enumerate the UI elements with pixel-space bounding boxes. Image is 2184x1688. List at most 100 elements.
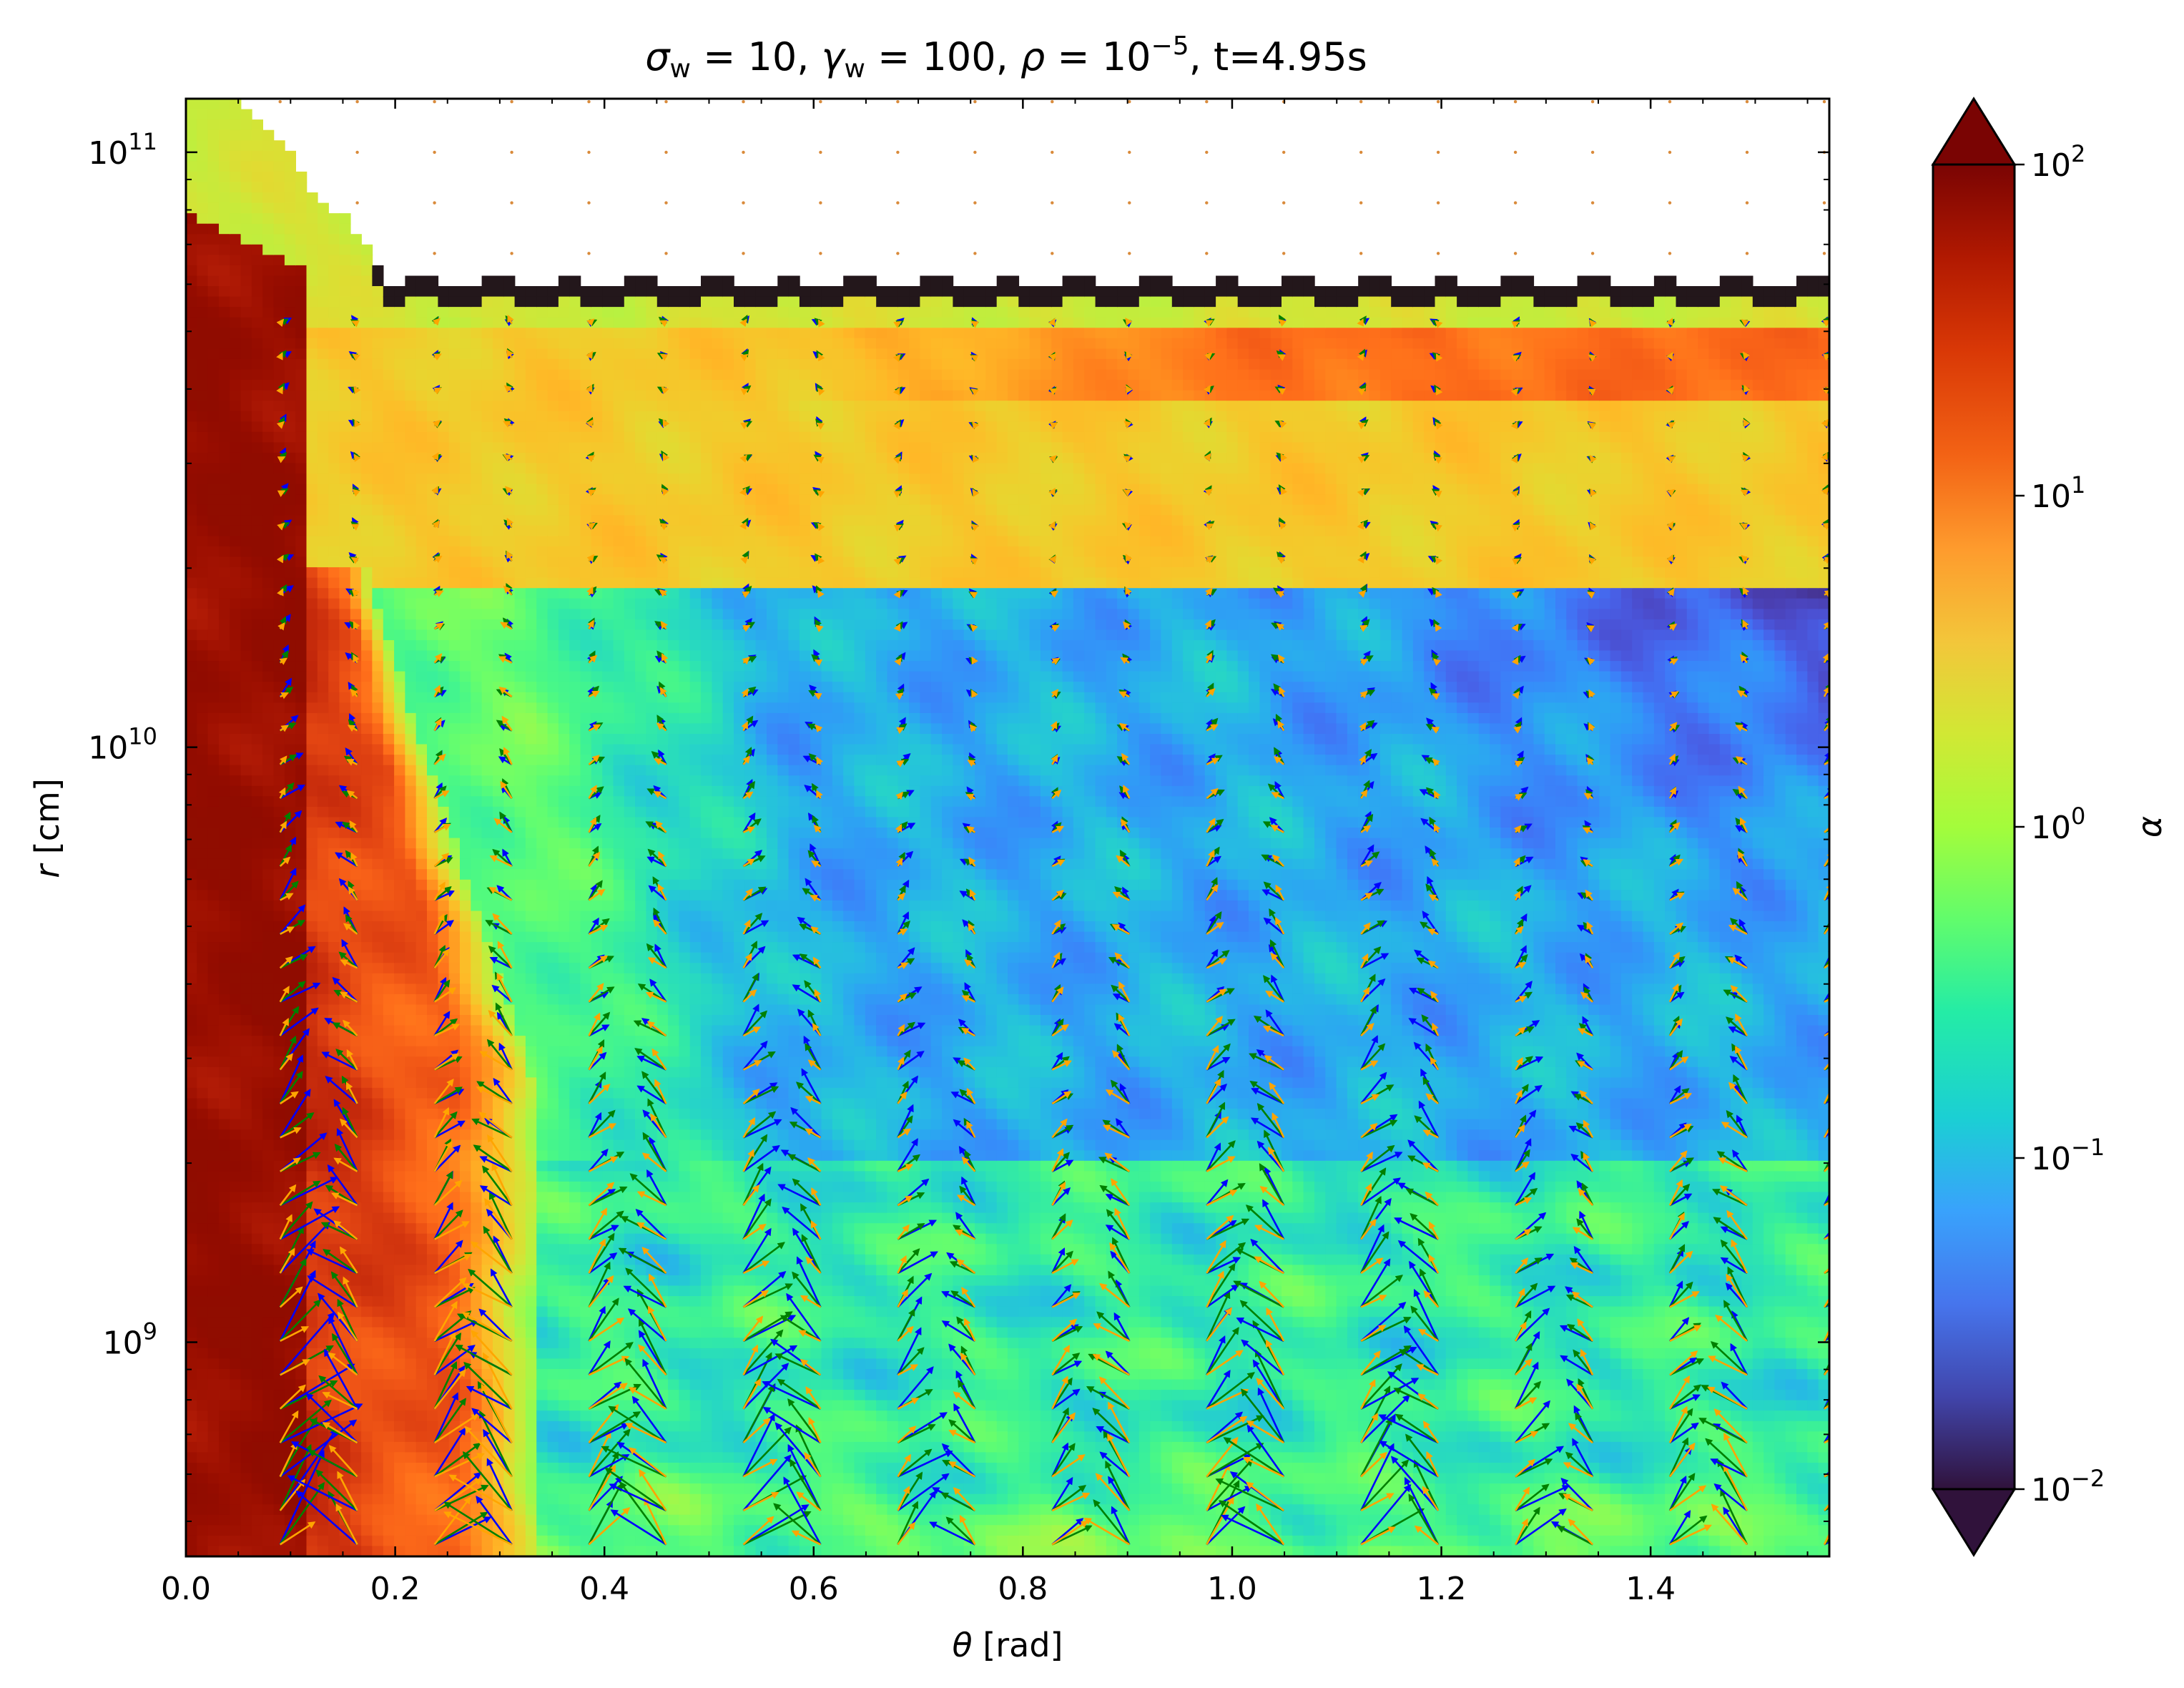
heatmap-cell <box>547 1306 559 1317</box>
heatmap-cell <box>438 1441 450 1453</box>
heatmap-cell <box>372 661 384 672</box>
heatmap-cell <box>262 1535 275 1547</box>
heatmap-cell <box>186 140 198 152</box>
heatmap-cell <box>493 993 505 1006</box>
heatmap-cell <box>361 348 373 360</box>
heatmap-cell <box>471 536 483 547</box>
heatmap-cell <box>536 452 549 464</box>
heatmap-cell <box>186 338 198 350</box>
heatmap-cell <box>602 1129 614 1141</box>
heatmap-cell <box>547 369 559 381</box>
heatmap-cell <box>569 942 581 953</box>
heatmap-cell <box>514 1119 526 1130</box>
heatmap-cell <box>503 1150 516 1162</box>
heatmap-cell <box>394 775 406 787</box>
heatmap-cell <box>295 411 308 423</box>
heatmap-cell <box>230 1514 242 1526</box>
heatmap-cell <box>197 1077 209 1089</box>
heatmap-cell <box>493 463 505 474</box>
heatmap-cell <box>295 536 308 547</box>
heatmap-cell <box>525 993 537 1006</box>
heatmap-cell <box>514 1212 526 1224</box>
heatmap-cell <box>525 1420 537 1433</box>
heatmap-cell <box>273 796 285 808</box>
heatmap-cell <box>569 1410 581 1422</box>
heatmap-cell <box>361 1233 373 1245</box>
heatmap-cell <box>547 390 559 401</box>
heatmap-cell <box>186 171 198 183</box>
heatmap-cell <box>547 1223 559 1235</box>
heatmap-cell <box>602 796 614 808</box>
heatmap-cell <box>580 1046 592 1058</box>
heatmap-cell <box>240 1244 252 1255</box>
heatmap-cell <box>262 265 275 277</box>
heatmap-cell <box>186 494 198 506</box>
heatmap-cell <box>361 942 373 953</box>
heatmap-cell <box>405 838 417 849</box>
heatmap-cell <box>503 900 516 912</box>
heatmap-cell <box>383 452 395 464</box>
heatmap-cell <box>405 1504 417 1516</box>
heatmap-cell <box>284 1025 296 1036</box>
heatmap-cell <box>219 1317 231 1328</box>
heatmap-cell <box>317 1087 329 1099</box>
heatmap-cell <box>186 1379 198 1390</box>
heatmap-cell <box>350 1171 362 1182</box>
heatmap-cell <box>547 629 559 641</box>
heatmap-cell <box>448 796 461 808</box>
heatmap-cell <box>383 328 395 339</box>
heatmap-cell <box>394 1015 406 1026</box>
heatmap-cell <box>525 734 537 745</box>
heatmap-cell <box>405 1139 417 1152</box>
heatmap-cell <box>602 296 614 308</box>
heatmap-cell <box>536 900 549 912</box>
heatmap-cell <box>493 338 505 350</box>
heatmap-cell <box>240 1004 252 1016</box>
heatmap-cell <box>197 401 209 412</box>
heatmap-cell <box>186 1410 198 1422</box>
heatmap-cell <box>219 265 231 277</box>
heatmap-cell <box>230 1036 242 1047</box>
heatmap-cell <box>471 1306 483 1317</box>
heatmap-cell <box>197 567 209 579</box>
heatmap-cell <box>525 286 537 298</box>
heatmap-cell <box>262 358 275 371</box>
heatmap-cell <box>240 1493 252 1506</box>
heatmap-cell <box>427 993 439 1006</box>
heatmap-cell <box>448 942 461 953</box>
heatmap-cell <box>547 1192 559 1203</box>
heatmap-cell <box>197 619 209 631</box>
heatmap-cell <box>580 702 592 714</box>
heatmap-cell <box>372 900 384 912</box>
heatmap-cell <box>230 119 242 131</box>
heatmap-cell <box>262 1431 275 1443</box>
heatmap-cell <box>262 213 275 225</box>
heatmap-cell <box>394 1233 406 1245</box>
heatmap-cell <box>481 629 493 641</box>
heatmap-cell <box>207 515 220 526</box>
heatmap-cell <box>514 1129 526 1141</box>
heatmap-cell <box>328 702 340 714</box>
heatmap-cell <box>295 390 308 401</box>
heatmap-cell <box>251 1441 263 1453</box>
heatmap-cell <box>273 911 285 922</box>
heatmap-cell <box>251 275 263 287</box>
heatmap-cell <box>602 494 614 506</box>
heatmap-cell <box>372 1525 384 1536</box>
heatmap-cell <box>372 671 384 682</box>
heatmap-cell <box>361 317 373 329</box>
heatmap-cell <box>525 785 537 798</box>
heatmap-cell <box>284 931 296 943</box>
heatmap-cell <box>405 369 417 381</box>
heatmap-cell <box>372 828 384 839</box>
heatmap-cell <box>460 307 472 318</box>
heatmap-cell <box>186 629 198 641</box>
heatmap-cell <box>383 1369 395 1380</box>
heatmap-cell <box>503 1119 516 1130</box>
heatmap-cell <box>525 755 537 766</box>
heatmap-cell <box>219 629 231 641</box>
heatmap-cell <box>415 525 428 537</box>
heatmap-cell <box>383 1285 395 1297</box>
heatmap-cell <box>580 942 592 953</box>
heatmap-cell <box>547 911 559 922</box>
